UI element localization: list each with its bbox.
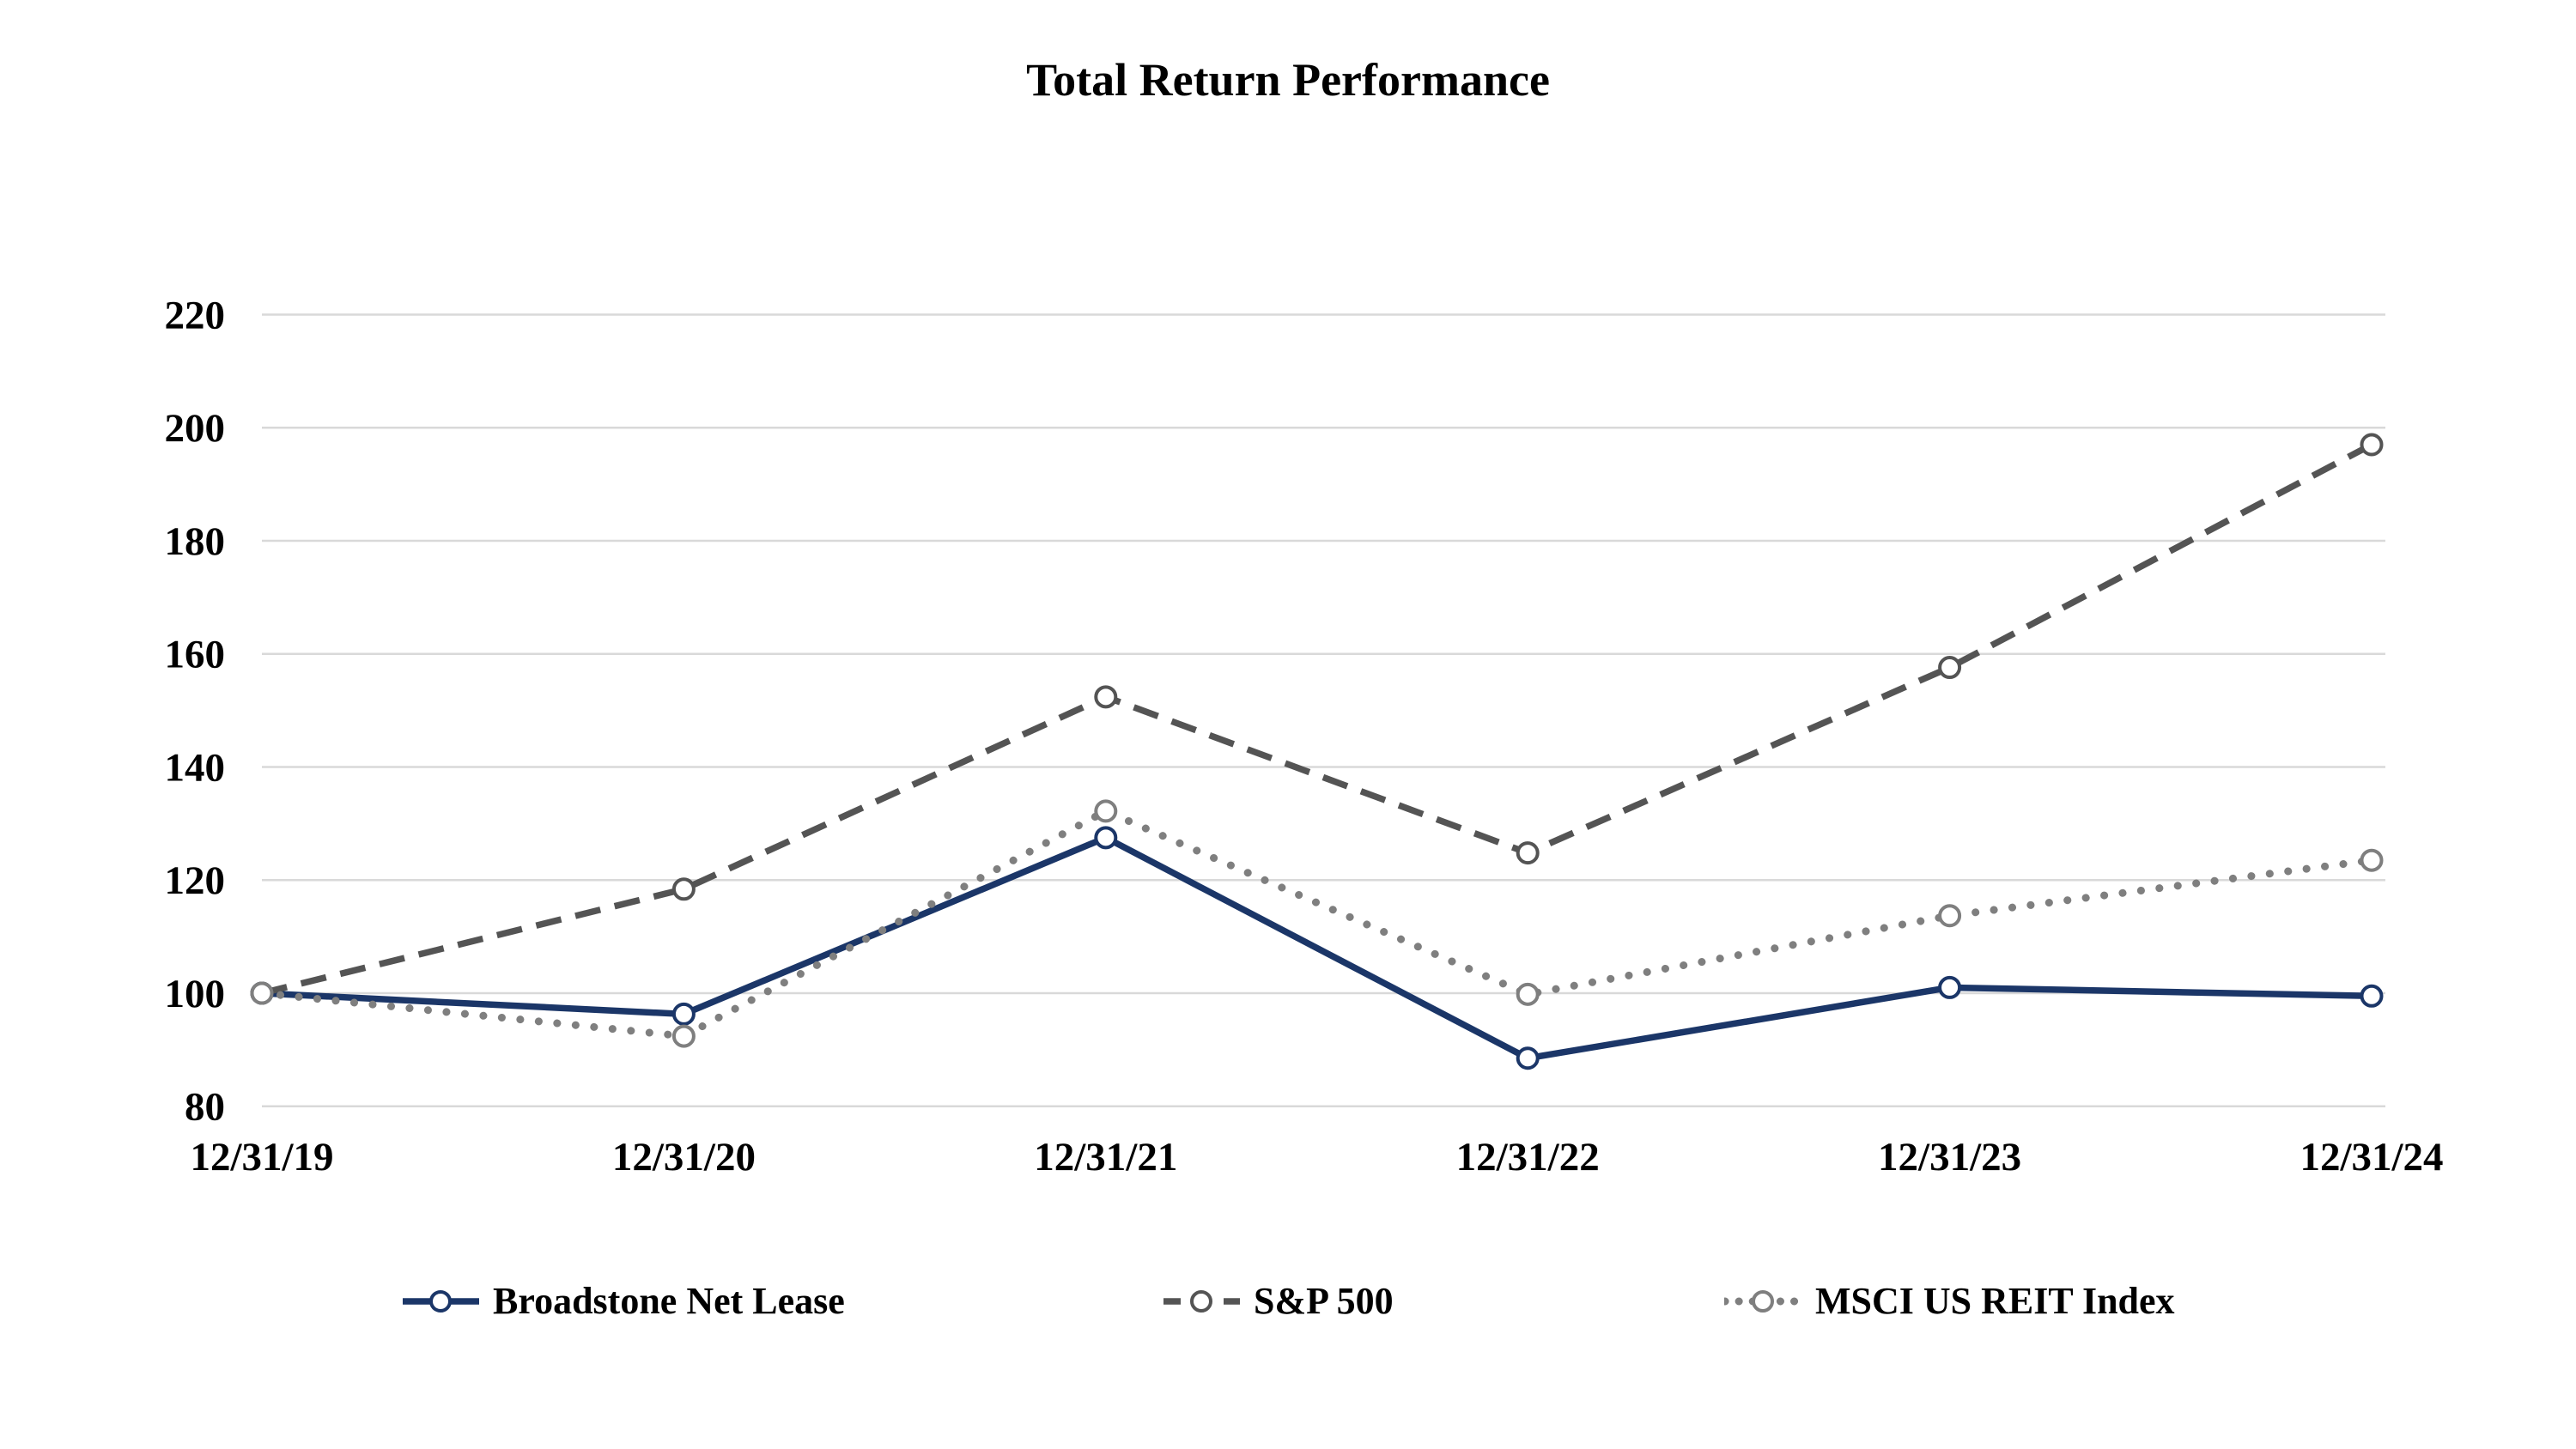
y-tick-label-200: 200 — [165, 406, 226, 451]
y-tick-label-140: 140 — [165, 745, 226, 790]
legend-label: MSCI US REIT Index — [1815, 1280, 2175, 1322]
legend-sample-dotted-line-icon — [1724, 1289, 1803, 1313]
data-point-marker-s2-12/31/19 — [250, 981, 274, 1005]
x-tick-label-1: 12/31/20 — [612, 1135, 756, 1179]
legend-item-msci-us-reit-index: MSCI US REIT Index — [1724, 1279, 2175, 1323]
series-line-2 — [258, 806, 2376, 1040]
data-point-marker-s0-12/31/23 — [1938, 975, 1962, 999]
data-point-marker-s2-12/31/24 — [2360, 848, 2384, 872]
chart-legend: Broadstone Net Lease S&P 500 MSCI US REI… — [0, 1279, 2576, 1331]
data-point-marker-s2-12/31/22 — [1516, 982, 1540, 1006]
data-point-marker-s0-12/31/24 — [2360, 984, 2384, 1008]
line-chart-plot-area: 80 100 120 140 160 180 200 220 12/31/19 12/31/20 1… — [165, 293, 2444, 1179]
legend-sample-dashed-line-icon — [1163, 1289, 1240, 1313]
y-tick-label-120: 120 — [165, 858, 226, 903]
data-point-marker-s1-12/31/21 — [1094, 685, 1118, 709]
y-tick-label-100: 100 — [165, 972, 226, 1016]
data-point-marker-s0-12/31/20 — [671, 1002, 696, 1026]
x-tick-label-0: 12/31/19 — [190, 1135, 333, 1179]
x-tick-label-2: 12/31/21 — [1034, 1135, 1177, 1179]
chart-title: Total Return Performance — [1026, 54, 1550, 106]
data-point-marker-s2-12/31/20 — [671, 1024, 696, 1048]
x-tick-label-5: 12/31/24 — [2300, 1135, 2443, 1179]
legend-marker — [1752, 1289, 1774, 1313]
data-point-marker-s0-12/31/22 — [1516, 1046, 1540, 1070]
data-point-marker-s1-12/31/23 — [1938, 656, 1962, 680]
data-point-marker-s0-12/31/21 — [1094, 826, 1118, 850]
data-point-marker-s2-12/31/21 — [1094, 799, 1118, 823]
legend-label: Broadstone Net Lease — [493, 1280, 845, 1322]
legend-sample-solid-line-icon — [403, 1289, 479, 1313]
series-line-1 — [261, 441, 2373, 997]
y-tick-label-80: 80 — [185, 1085, 225, 1130]
data-point-marker-s2-12/31/23 — [1938, 904, 1962, 928]
data-point-marker-s1-12/31/22 — [1516, 841, 1540, 865]
legend-marker — [1190, 1289, 1212, 1313]
y-tick-label-160: 160 — [165, 633, 226, 677]
series-line-0 — [261, 834, 2372, 1062]
legend-marker — [429, 1289, 452, 1313]
y-tick-label-220: 220 — [165, 293, 226, 337]
legend-item-sp-500: S&P 500 — [1163, 1279, 1394, 1323]
data-point-marker-s1-12/31/20 — [671, 877, 696, 901]
legend-label: S&P 500 — [1254, 1280, 1394, 1322]
y-tick-label-180: 180 — [165, 519, 226, 564]
x-tick-label-3: 12/31/22 — [1456, 1135, 1600, 1179]
data-point-marker-s1-12/31/24 — [2360, 433, 2384, 457]
legend-item-broadstone-net-lease: Broadstone Net Lease — [402, 1279, 845, 1323]
x-tick-label-4: 12/31/23 — [1878, 1135, 2021, 1179]
